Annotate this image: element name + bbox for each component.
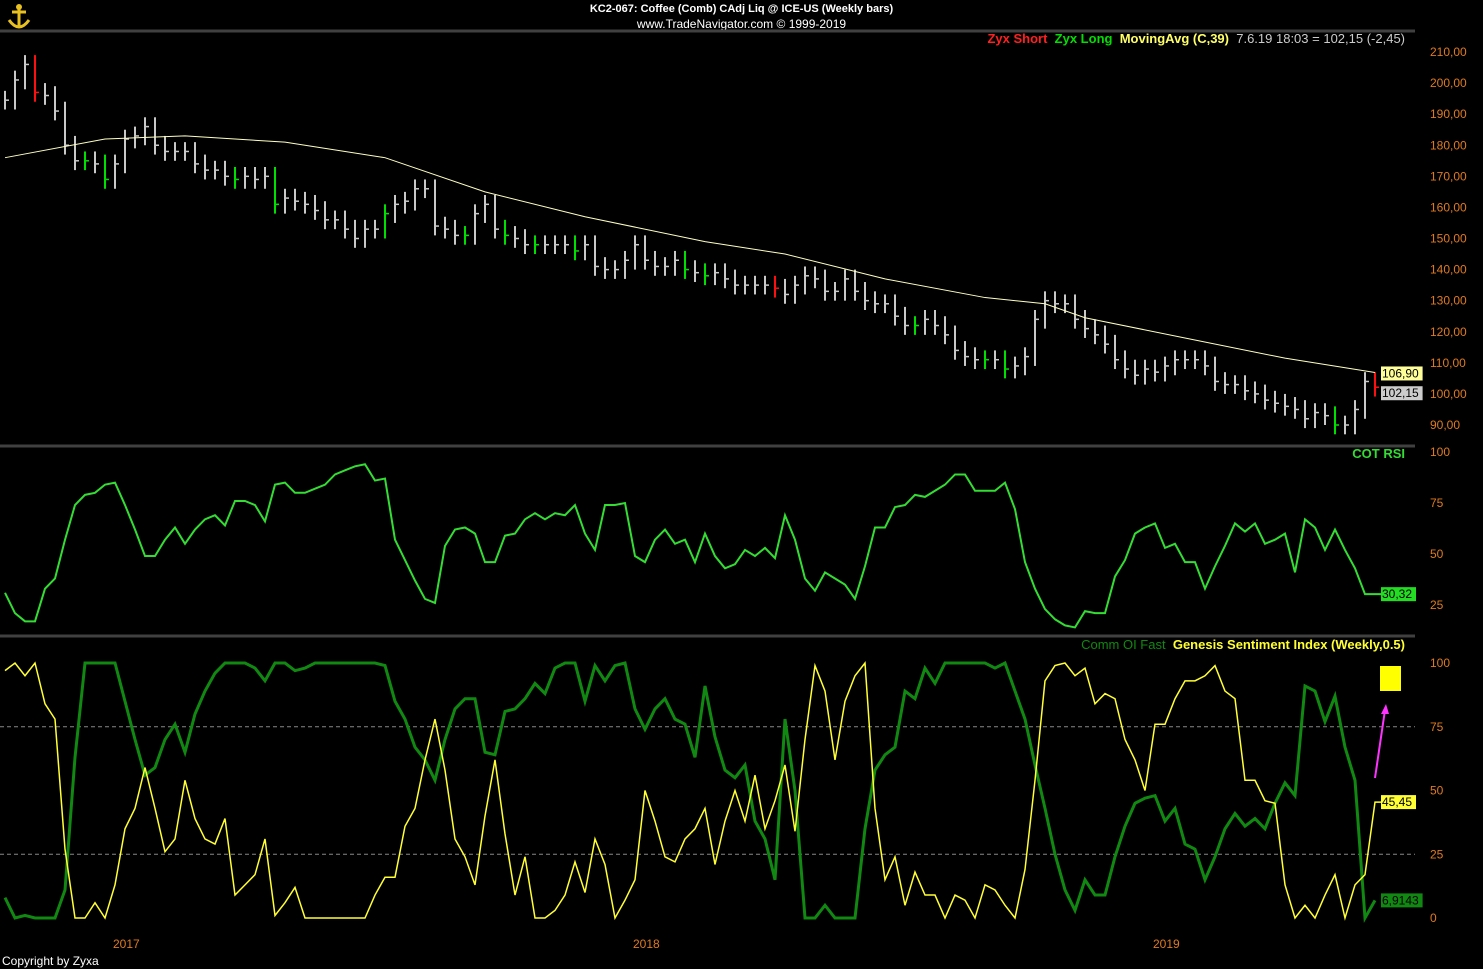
price-legend: Zyx Short Zyx Long MovingAvg (C,39) 7.6.… bbox=[987, 31, 1405, 46]
sentiment-axis-tick: 50 bbox=[1430, 784, 1444, 798]
x-axis-year-label: 2019 bbox=[1153, 937, 1180, 951]
chart-subtitle: www.TradeNavigator.com © 1999-2019 bbox=[636, 17, 847, 31]
moving-avg-last-label-bg bbox=[1381, 366, 1423, 381]
comm-oi-last-label: 6,9143 bbox=[1382, 893, 1419, 907]
close-last-label: 102,15 bbox=[1382, 386, 1419, 400]
sentiment-axis-tick: 25 bbox=[1430, 847, 1444, 861]
close-last-label-bg bbox=[1381, 386, 1423, 401]
genesis-last-label-bg bbox=[1381, 795, 1416, 810]
copyright: Copyright by Zyxa bbox=[2, 954, 99, 968]
up-arrow-icon bbox=[1374, 709, 1386, 779]
x-axis-year-label: 2018 bbox=[633, 937, 660, 951]
price-axis-tick: 140,00 bbox=[1430, 263, 1467, 277]
price-axis-tick: 120,00 bbox=[1430, 325, 1467, 339]
price-axis-tick: 180,00 bbox=[1430, 138, 1467, 152]
price-axis-tick: 170,00 bbox=[1430, 169, 1467, 183]
price-axis-tick: 100,00 bbox=[1430, 387, 1467, 401]
rsi-axis-tick: 75 bbox=[1430, 496, 1444, 510]
rsi-axis-tick: 50 bbox=[1430, 547, 1444, 561]
chart-title: KC2-067: Coffee (Comb) CAdj Liq @ ICE-US… bbox=[589, 3, 894, 15]
rsi-line bbox=[4, 463, 1385, 629]
price-axis-tick: 90,00 bbox=[1430, 418, 1460, 432]
sentiment-axis-tick: 75 bbox=[1430, 720, 1444, 734]
genesis-last-label: 45,45 bbox=[1382, 795, 1412, 809]
up-arrow-head-icon bbox=[1381, 704, 1389, 714]
legend-zyx-short: Zyx Short bbox=[987, 31, 1048, 46]
legend-last-quote: 7.6.19 18:03 = 102,15 (-2,45) bbox=[1236, 31, 1405, 46]
sentiment-legend: Comm OI Fast Genesis Sentiment Index (We… bbox=[1081, 637, 1405, 652]
price-axis-tick: 200,00 bbox=[1430, 76, 1467, 90]
price-axis-tick: 130,00 bbox=[1430, 294, 1467, 308]
sentiment-axis-tick: 100 bbox=[1430, 656, 1450, 670]
signal-box bbox=[1380, 666, 1401, 691]
moving-avg-line bbox=[4, 135, 1376, 373]
price-axis-tick: 150,00 bbox=[1430, 232, 1467, 246]
legend-zyx-long: Zyx Long bbox=[1054, 31, 1113, 46]
legend-moving-avg: MovingAvg (C,39) bbox=[1119, 31, 1229, 46]
rsi-legend: COT RSI bbox=[1352, 446, 1405, 461]
rsi-last-label: 30,32 bbox=[1382, 587, 1412, 601]
rsi-axis-tick: 25 bbox=[1430, 598, 1444, 612]
rsi-axis-tick: 100 bbox=[1430, 445, 1450, 459]
legend-comm-oi-fast: Comm OI Fast bbox=[1081, 637, 1166, 652]
legend-genesis: Genesis Sentiment Index (Weekly,0.5) bbox=[1172, 637, 1405, 652]
price-axis-tick: 190,00 bbox=[1430, 107, 1467, 121]
moving-avg-last-label: 106,90 bbox=[1382, 366, 1419, 380]
x-axis-year-label: 2017 bbox=[113, 937, 140, 951]
price-axis-tick: 210,00 bbox=[1430, 45, 1467, 59]
trade-navigator-logo-icon bbox=[7, 4, 31, 29]
comm-oi-last-label-bg bbox=[1381, 893, 1423, 908]
price-axis-tick: 110,00 bbox=[1430, 356, 1466, 370]
price-axis-tick: 160,00 bbox=[1430, 200, 1467, 214]
sentiment-axis-tick: 0 bbox=[1430, 911, 1437, 925]
rsi-last-label-bg bbox=[1381, 587, 1416, 602]
genesis-sentiment-line bbox=[4, 661, 1385, 921]
comm-oi-fast-line bbox=[3, 660, 1377, 924]
